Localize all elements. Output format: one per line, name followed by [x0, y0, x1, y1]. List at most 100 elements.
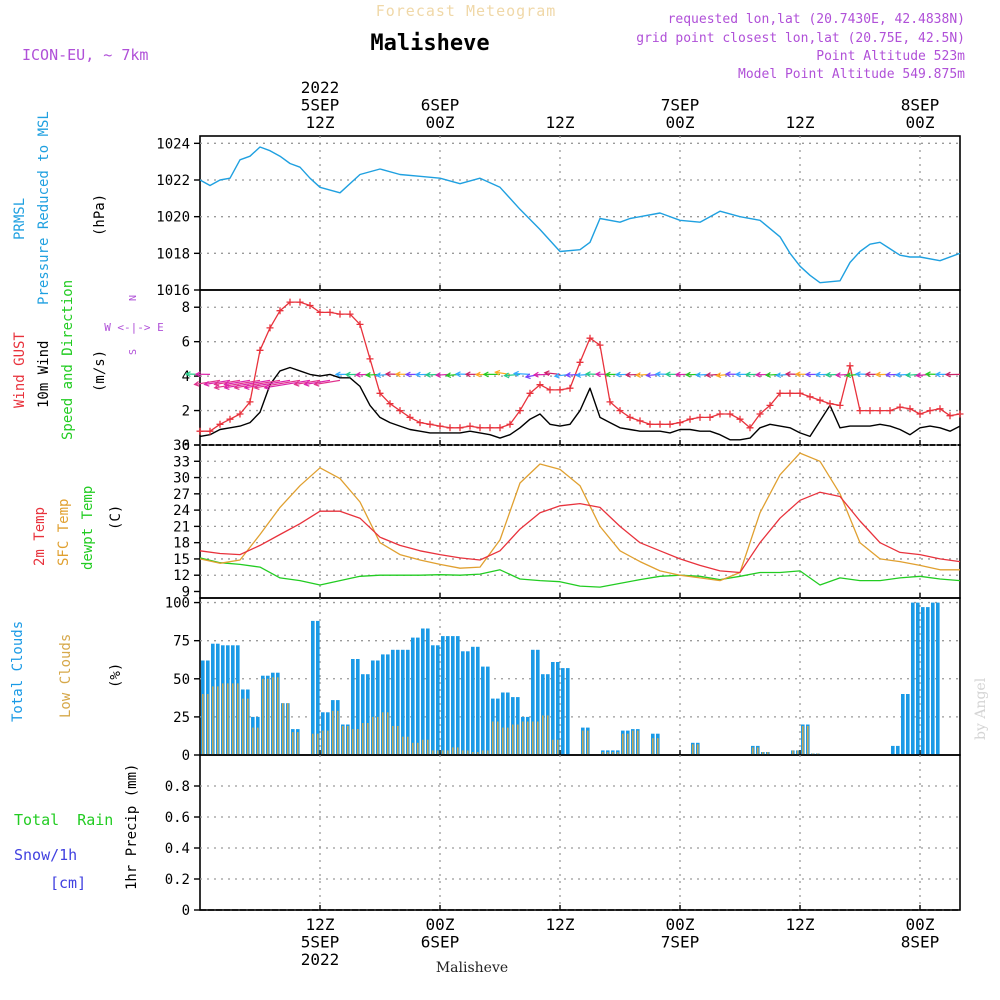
wind-direction-arrowhead: [193, 381, 200, 387]
wind-direction-arrowhead: [384, 371, 391, 378]
total-cloud-bar: [386, 654, 390, 755]
wind-label-gust: Wind GUST: [12, 332, 28, 408]
low-cloud-bar: [382, 712, 384, 755]
y-tick-label: 1018: [156, 246, 190, 262]
point-altitude: Point Altitude 523m: [816, 49, 965, 64]
low-cloud-bar: [617, 752, 619, 755]
low-cloud-bar: [652, 738, 654, 755]
wind-gust-marker: [286, 298, 294, 306]
wind-direction-arrowhead: [775, 372, 782, 379]
bottom-time-label: 2022: [301, 950, 340, 969]
wind-gust-marker: [636, 417, 644, 425]
wind-direction-arrowhead: [664, 371, 671, 378]
low-cloud-bar: [557, 739, 559, 755]
wind-gust-marker: [956, 410, 964, 418]
y-tick-label: 0: [182, 748, 190, 764]
wind-direction-arrowhead: [404, 371, 411, 378]
wind-direction-arrowhead: [414, 371, 421, 378]
low-cloud-bar: [442, 750, 444, 755]
wind-gust-marker: [426, 420, 434, 428]
wind-gust-marker: [946, 412, 954, 420]
wind-direction-arrowhead: [814, 371, 821, 378]
low-cloud-bar: [487, 750, 489, 755]
wind-gust-marker: [806, 393, 814, 401]
wind-direction-arrowhead: [614, 371, 621, 378]
low-cloud-bar: [272, 677, 274, 755]
total-cloud-bar: [361, 674, 365, 755]
temp-label-sfc: SFC Temp: [56, 499, 72, 566]
wind-direction-arrowhead: [705, 372, 712, 378]
wind-direction-arrowhead: [445, 372, 452, 379]
y-tick-label: 21: [173, 519, 190, 535]
low-cloud-bar: [752, 747, 754, 755]
y-tick-label: 1022: [156, 173, 190, 189]
wind-gust-marker: [766, 401, 774, 409]
wind-gust-marker: [356, 320, 364, 328]
low-cloud-bar: [282, 703, 284, 755]
low-cloud-bar: [452, 747, 454, 755]
low-cloud-bar: [527, 721, 529, 755]
wind-gust-marker: [716, 410, 724, 418]
total-cloud-bar: [391, 649, 395, 755]
wind-direction-arrowhead: [454, 371, 461, 378]
bottom-time-label: 12Z: [306, 915, 335, 934]
wind-gust-marker: [826, 400, 834, 408]
wind-gust-marker: [866, 407, 874, 415]
low-cloud-bar: [357, 729, 359, 755]
low-cloud-bar: [277, 677, 279, 755]
wind-gust-marker: [336, 310, 344, 318]
wind-gust-marker: [756, 410, 764, 418]
wind-direction-arrowhead: [734, 371, 741, 378]
low-cloud-bar: [227, 683, 229, 755]
total-cloud-bar: [931, 602, 935, 755]
total-cloud-bar: [441, 636, 445, 755]
low-cloud-bar: [262, 678, 264, 755]
wind-gust-marker: [856, 407, 864, 415]
wind-gust-marker: [296, 298, 304, 306]
low-cloud-bar: [362, 723, 364, 755]
wind-speed-line: [199, 366, 961, 441]
low-cloud-bar: [372, 716, 374, 755]
wind-gust-marker: [666, 420, 674, 428]
wind-direction-arrowhead: [293, 381, 300, 387]
wind-direction-arrowhead: [375, 372, 382, 379]
low-cloud-bar: [797, 750, 799, 755]
wind-direction-arrowhead: [584, 371, 591, 378]
wind-direction-arrowhead: [203, 381, 210, 387]
y-tick-label: 50: [173, 672, 190, 688]
low-cloud-bar: [477, 752, 479, 755]
footer-location: Malisheve: [436, 960, 508, 976]
low-cloud-bar: [292, 732, 294, 755]
low-cloud-bar: [582, 730, 584, 755]
wind-gust-marker: [776, 389, 784, 397]
total-cloud-bar: [916, 602, 920, 755]
wind-gust-marker: [736, 415, 744, 423]
wind-gust-marker: [916, 410, 924, 418]
wind-gust-marker: [836, 401, 844, 409]
low-cloud-bar: [607, 752, 609, 755]
total-cloud-bar: [506, 692, 510, 755]
y-tick-label: 18: [173, 536, 190, 552]
clouds-panel: 0 25 50 75 100: [165, 596, 961, 764]
low-cloud-bar: [637, 730, 639, 755]
wind-gust-marker: [316, 308, 324, 316]
low-cloud-bar: [207, 694, 209, 755]
product-title: Forecast Meteogram: [376, 2, 557, 20]
wind-direction-arrowhead: [575, 372, 582, 379]
wind-direction-arrow: [514, 372, 531, 375]
low-cloud-bar: [267, 678, 269, 755]
y-tick-label: 1024: [156, 136, 190, 152]
total-cloud-bar: [316, 620, 320, 755]
clouds-unit: (%): [108, 663, 124, 688]
low-cloud-bar: [462, 750, 464, 755]
watermark: by Angel: [973, 677, 989, 740]
wind-gust-marker: [906, 405, 914, 413]
wind-gust-marker: [376, 389, 384, 397]
total-cloud-bar: [426, 628, 430, 755]
total-cloud-bar: [421, 628, 425, 755]
wind-gust-line: [200, 301, 961, 432]
total-cloud-bar: [416, 637, 420, 755]
y-tick-label: 12: [173, 568, 190, 584]
